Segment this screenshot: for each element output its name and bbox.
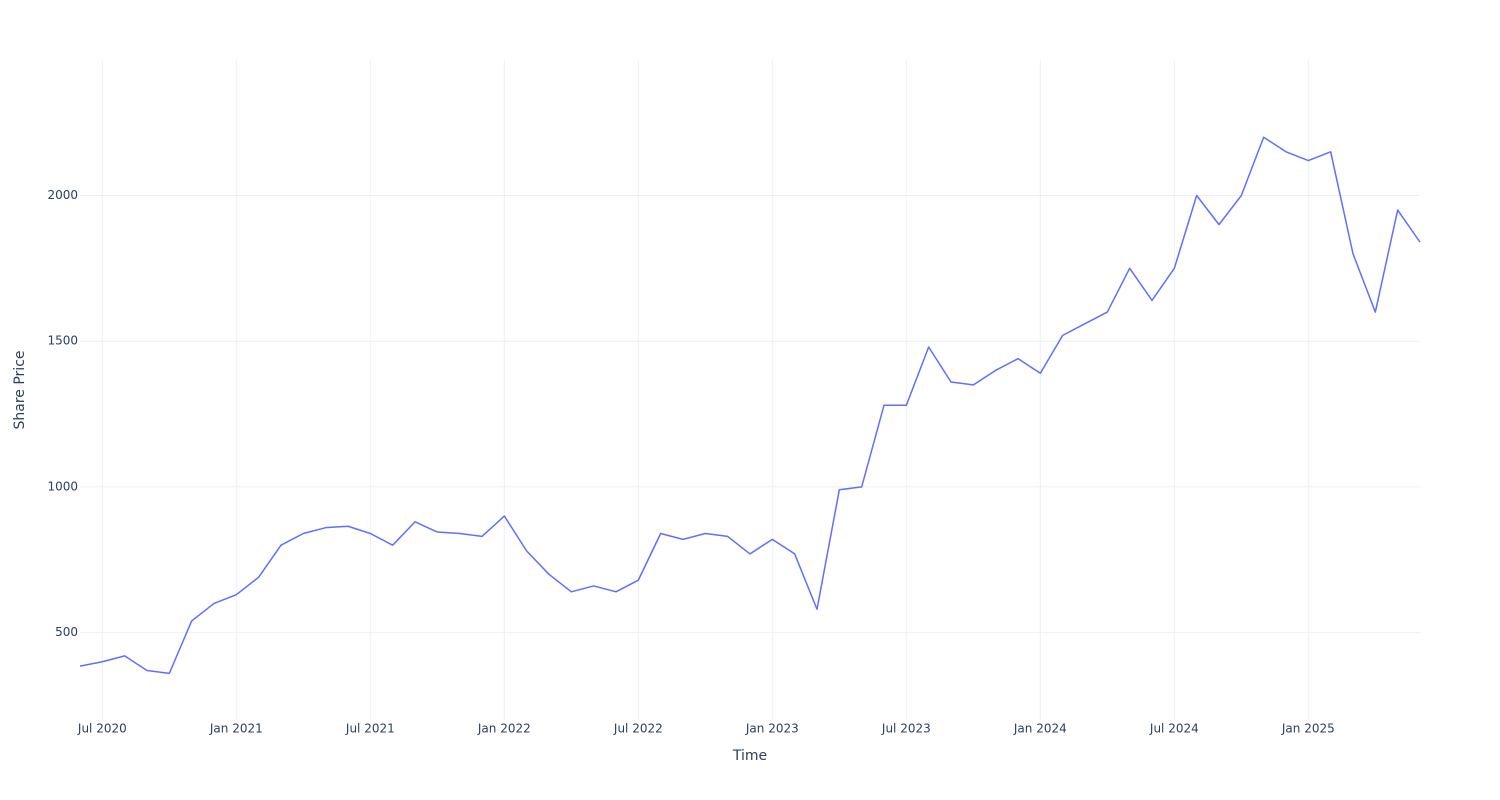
x-tick-label: Jan 2021 bbox=[209, 722, 263, 736]
x-tick-label: Jan 2024 bbox=[1013, 722, 1067, 736]
x-tick-label: Jul 2020 bbox=[77, 722, 127, 736]
x-axis-title: Time bbox=[732, 748, 767, 764]
x-tick-label: Jul 2024 bbox=[1149, 722, 1199, 736]
x-tick-label: Jan 2025 bbox=[1281, 722, 1335, 736]
x-tick-label: Jul 2022 bbox=[613, 722, 663, 736]
line-series bbox=[79, 136, 1421, 675]
y-tick-label: 1500 bbox=[47, 334, 78, 348]
y-tick-label: 1000 bbox=[47, 479, 78, 493]
y-axis-title: Share Price bbox=[12, 350, 28, 429]
x-tick-label: Jan 2023 bbox=[745, 722, 799, 736]
x-tick-label: Jul 2023 bbox=[881, 722, 931, 736]
x-tick-label: Jan 2022 bbox=[477, 722, 531, 736]
y-tick-label: 500 bbox=[55, 625, 78, 639]
x-tick-label: Jul 2021 bbox=[345, 722, 395, 736]
y-tick-label: 2000 bbox=[47, 188, 78, 202]
